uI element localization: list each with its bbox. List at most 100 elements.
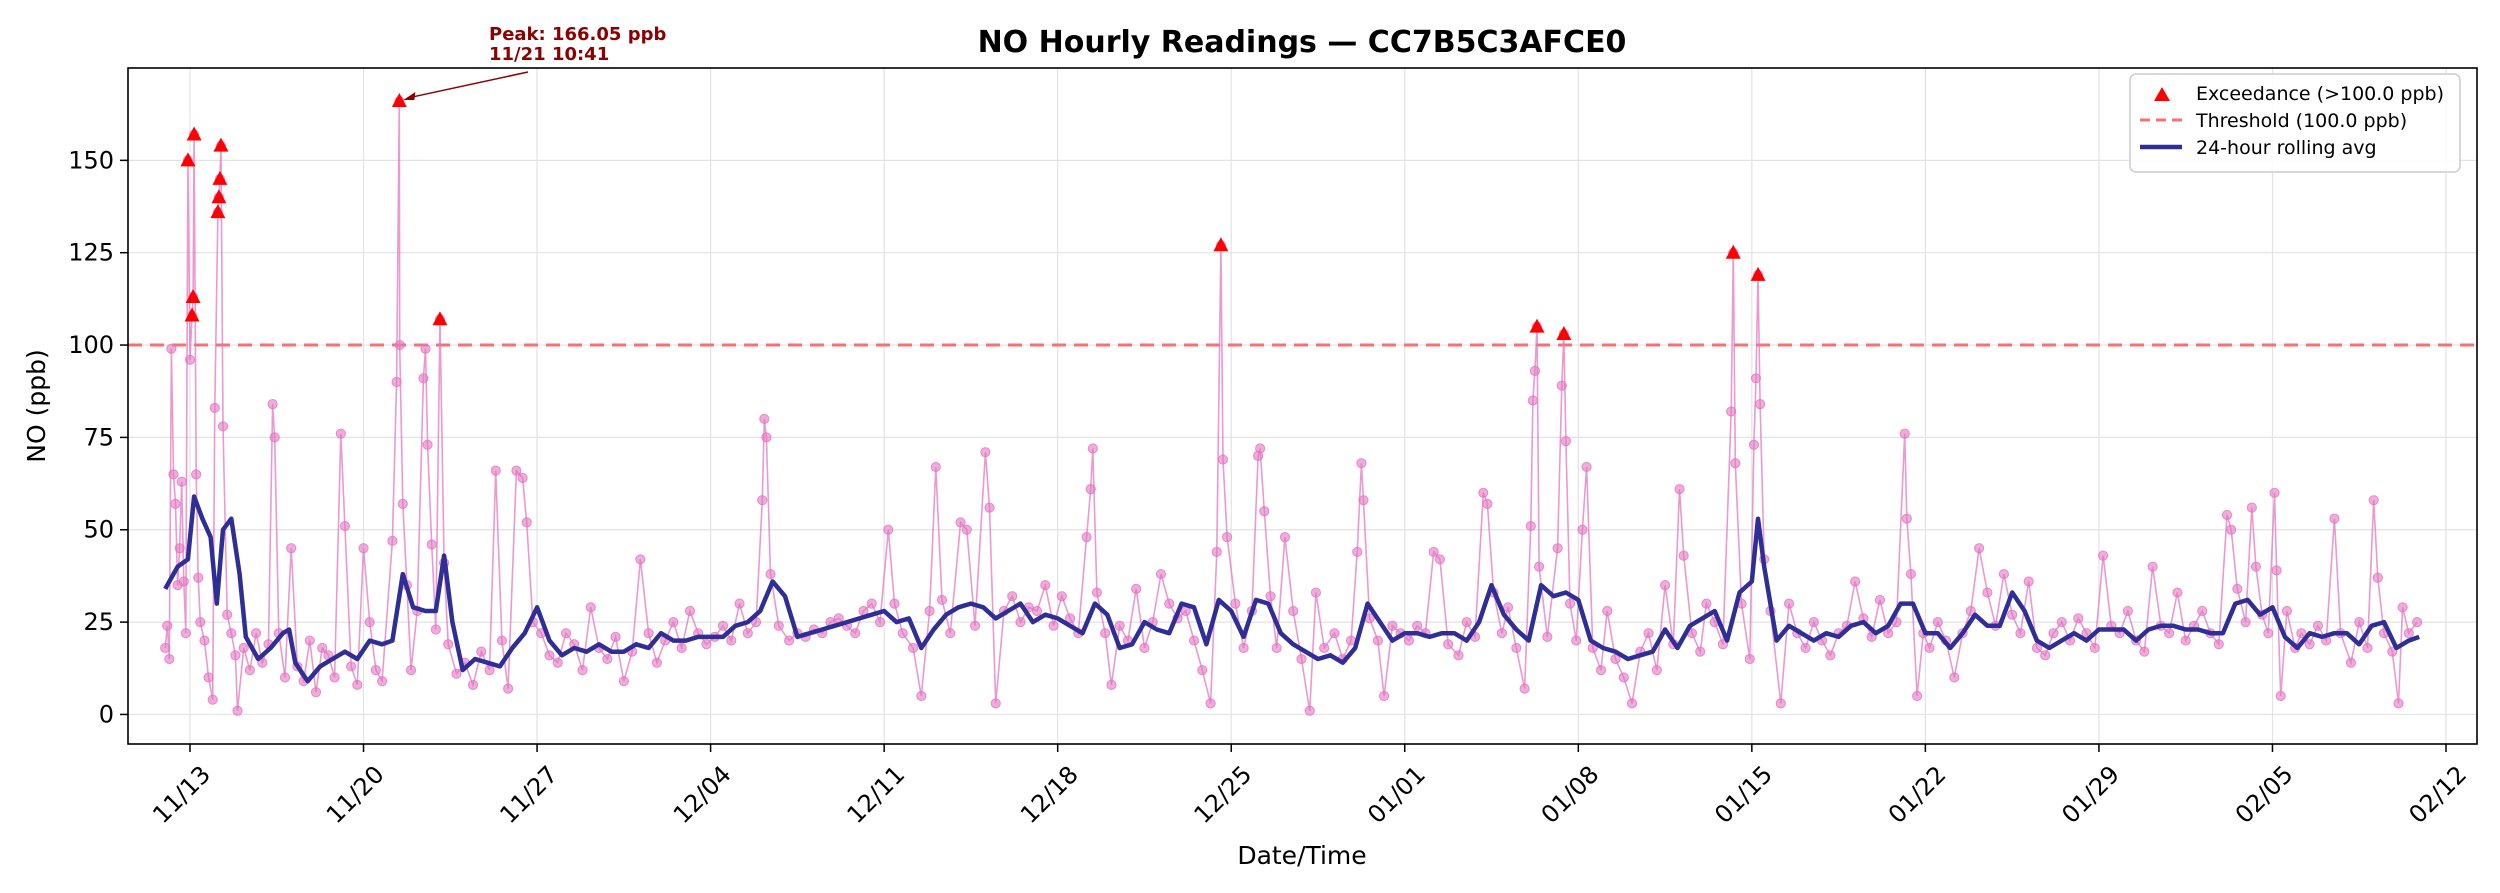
reading-point <box>2147 561 2158 572</box>
y-tick-label: 125 <box>68 239 114 267</box>
reading-point <box>1678 550 1689 561</box>
exceedance-marker <box>186 126 202 141</box>
reading-point <box>2296 628 2307 639</box>
reading-point <box>889 598 900 609</box>
reading-point <box>184 354 196 365</box>
reading-stems <box>164 101 2418 711</box>
reading-point <box>1502 602 1514 613</box>
reading-point <box>209 402 220 413</box>
reading-point <box>1040 580 1051 591</box>
reading-point <box>451 668 462 679</box>
axes <box>127 67 2478 745</box>
reading-point <box>279 672 291 683</box>
reading-point <box>168 469 179 480</box>
reading-point <box>1974 543 1985 554</box>
y-tick-label: 150 <box>68 146 114 174</box>
exceedance-marker <box>391 93 407 108</box>
reading-point <box>2172 587 2183 598</box>
legend-rolling-label: 24-hour rolling avg <box>2196 137 2377 159</box>
y-tick-label: 0 <box>99 700 114 728</box>
reading-point <box>1114 620 1125 631</box>
reading-point <box>684 605 696 617</box>
reading-point <box>490 465 501 476</box>
reading-point <box>2329 513 2340 524</box>
reading-point <box>1319 642 1330 654</box>
reading-point <box>1310 587 1322 598</box>
legend: Exceedance (>100.0 ppb) Threshold (100.0… <box>2129 73 2461 173</box>
reading-point <box>1717 639 1729 650</box>
reading-point <box>717 620 729 631</box>
reading-point <box>1031 605 1043 617</box>
reading-point <box>426 539 437 550</box>
reading-point <box>784 635 795 646</box>
reading-point <box>217 421 229 432</box>
reading-point <box>1356 458 1367 469</box>
reading-point <box>984 502 995 513</box>
reading-point <box>2397 602 2408 613</box>
reading-point <box>1511 642 1522 654</box>
chart-title: NO Hourly Readings — CC7B5C3AFCE0 <box>978 25 1627 60</box>
reading-point <box>1998 568 2009 580</box>
reading-point <box>1064 613 1076 624</box>
reading-point <box>1527 395 1538 406</box>
exceedance-markers <box>180 93 1766 340</box>
reading-point <box>1403 635 1414 646</box>
reading-point <box>2246 502 2257 513</box>
reading-point <box>726 635 737 646</box>
reading-point <box>1808 616 1819 628</box>
legend-exceedance-label: Exceedance (>100.0 ppb) <box>2196 83 2444 105</box>
reading-point <box>335 428 346 439</box>
reading-point <box>304 635 315 646</box>
reading-point <box>1279 532 1291 543</box>
reading-point <box>1552 543 1563 554</box>
legend-exceedance-swatch <box>2154 87 2170 101</box>
reading-point <box>1695 646 1706 657</box>
reading-point <box>643 628 654 639</box>
reading-point <box>1453 650 1464 661</box>
reading-point <box>990 698 1001 709</box>
legend-frame <box>2129 73 2461 173</box>
reading-point <box>430 624 441 635</box>
reading-point <box>405 665 417 676</box>
reading-point <box>2269 487 2280 498</box>
reading-point <box>1139 642 1150 654</box>
reading-point <box>1379 690 1390 702</box>
reading-point <box>2213 639 2224 650</box>
reading-point <box>1087 443 1098 454</box>
reading-point <box>544 650 555 661</box>
reading-point <box>1358 495 1369 506</box>
exceedance-marker <box>432 311 448 326</box>
exceedance-marker <box>180 152 196 167</box>
reading-point <box>1899 428 1910 439</box>
reading-point <box>164 653 175 665</box>
rolling-avg-line <box>163 494 2420 684</box>
reading-point <box>883 524 894 535</box>
reading-point <box>1188 635 1200 646</box>
reading-point <box>1744 653 1755 665</box>
reading-point <box>1056 591 1067 602</box>
reading-point <box>866 598 877 609</box>
reading-point <box>2403 628 2414 639</box>
reading-point <box>874 616 886 628</box>
reading-point <box>1482 498 1493 509</box>
reading-point <box>1982 587 1993 598</box>
reading-point <box>2411 616 2423 628</box>
reading-point <box>610 631 621 642</box>
reading-point <box>193 572 204 583</box>
reading-point <box>618 676 629 687</box>
reading-point <box>2056 616 2067 628</box>
reading-point <box>1730 458 1741 469</box>
reading-point <box>2387 646 2398 657</box>
reading-point <box>2040 650 2051 661</box>
reading-point <box>1205 698 1216 709</box>
reading-point <box>2275 690 2286 702</box>
reading-point <box>496 635 508 646</box>
reading-point <box>2354 616 2365 628</box>
reading-point <box>1211 546 1222 558</box>
reading-point <box>162 620 173 631</box>
reading-point <box>269 432 280 443</box>
reading-point <box>467 679 479 690</box>
reading-point <box>757 495 768 506</box>
reading-point <box>1529 365 1541 377</box>
